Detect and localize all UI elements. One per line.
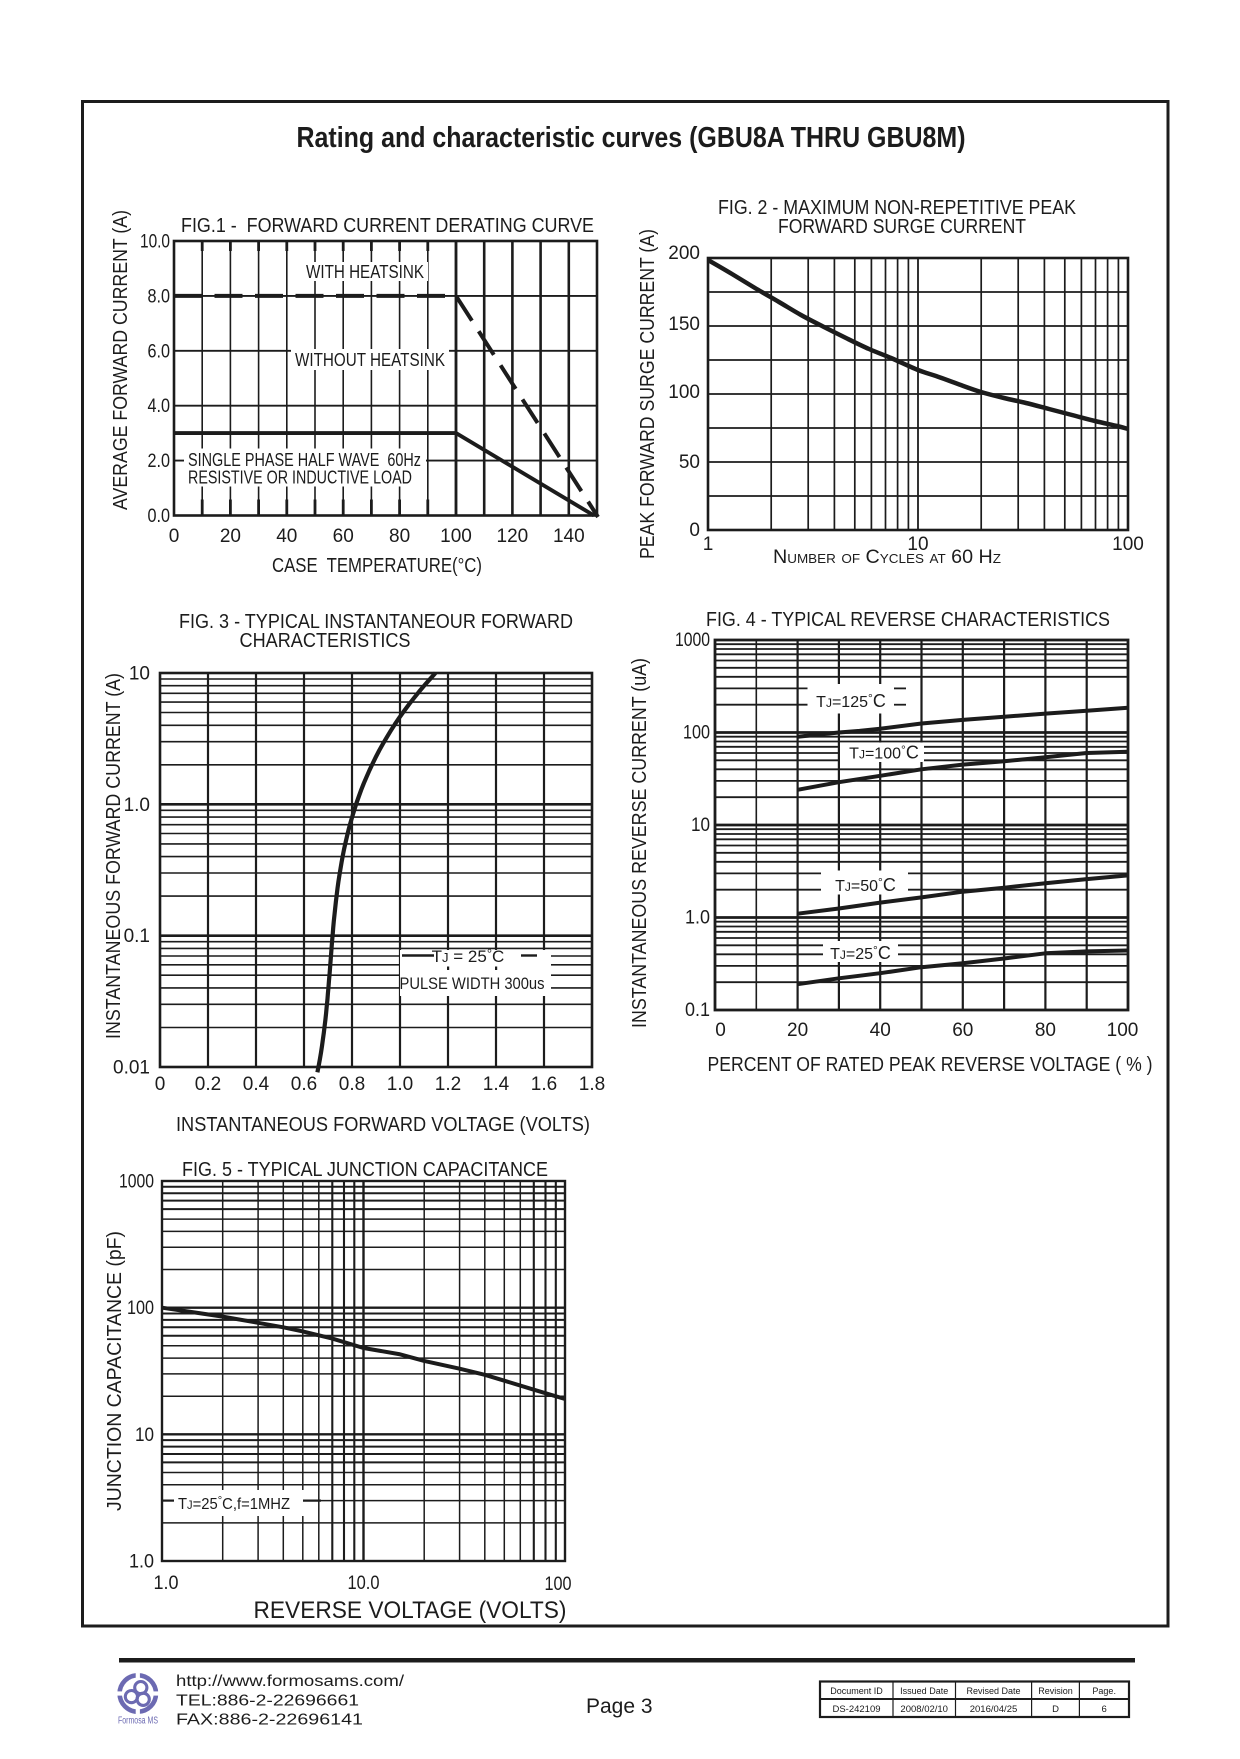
svg-text:1.0: 1.0 — [154, 1573, 179, 1594]
svg-text:2016/04/25: 2016/04/25 — [970, 1704, 1018, 1715]
svg-text:60: 60 — [952, 1020, 973, 1041]
svg-text:120: 120 — [497, 526, 529, 547]
svg-text:Issued Date: Issued Date — [900, 1686, 948, 1696]
svg-text:FIG.1 - FORWARD CURRENT DERAT: FIG.1 - FORWARD CURRENT DERATING CURVE — [181, 215, 594, 237]
svg-text:Document ID: Document ID — [830, 1686, 883, 1696]
svg-text:1.0: 1.0 — [129, 1552, 154, 1573]
svg-text:1.8: 1.8 — [579, 1074, 605, 1095]
svg-text:INSTANTANEOUS FORWARD CURRENT: INSTANTANEOUS FORWARD CURRENT (A) — [103, 673, 125, 1039]
svg-text:TEL:886-2-22696661: TEL:886-2-22696661 — [176, 1693, 359, 1710]
svg-text:AVERAGE FORWARD CURRENT (A): AVERAGE FORWARD CURRENT (A) — [110, 210, 132, 510]
svg-text:PULSE WIDTH 300us: PULSE WIDTH 300us — [400, 974, 545, 993]
svg-text:1.0: 1.0 — [685, 908, 710, 929]
svg-text:TJ = 25°C: TJ = 25°C — [432, 946, 505, 966]
svg-text:CHARACTERISTICS: CHARACTERISTICS — [240, 630, 411, 652]
svg-text:1.4: 1.4 — [483, 1074, 510, 1095]
svg-text:80: 80 — [1035, 1020, 1056, 1041]
svg-text:10: 10 — [691, 815, 710, 836]
svg-text:1: 1 — [703, 534, 714, 555]
svg-text:100: 100 — [440, 526, 472, 547]
svg-text:20: 20 — [220, 526, 241, 547]
svg-text:0.8: 0.8 — [339, 1074, 365, 1095]
svg-text:D: D — [1052, 1704, 1059, 1715]
svg-text:4.0: 4.0 — [148, 396, 171, 417]
svg-text:Rating and characteristic curv: Rating and characteristic curves (GBU8A … — [297, 122, 966, 154]
svg-text:Formosa MS: Formosa MS — [118, 1716, 158, 1727]
svg-text:100: 100 — [1107, 1020, 1139, 1041]
svg-text:FORWARD SURGE CURRENT: FORWARD SURGE CURRENT — [778, 216, 1026, 238]
svg-text:CASE TEMPERATURE(°C): CASE TEMPERATURE(°C) — [272, 555, 482, 577]
svg-text:0.4: 0.4 — [243, 1074, 270, 1095]
svg-text:6: 6 — [1102, 1704, 1107, 1715]
svg-text:40: 40 — [276, 526, 297, 547]
svg-text:WITHOUT HEATSINK: WITHOUT HEATSINK — [295, 350, 445, 370]
svg-text:INSTANTANEOUS FORWARD VOLTAGE: INSTANTANEOUS FORWARD VOLTAGE (VOLTS) — [176, 1114, 590, 1136]
svg-text:FIG. 2 - MAXIMUM NON-REPETITIV: FIG. 2 - MAXIMUM NON-REPETITIVE PEAK — [718, 197, 1077, 219]
svg-text:10: 10 — [135, 1425, 154, 1446]
svg-text:10: 10 — [907, 534, 928, 555]
svg-text:50: 50 — [679, 452, 700, 473]
svg-text:FIG. 3 - TYPICAL INSTANTANEOUR: FIG. 3 - TYPICAL INSTANTANEOUR FORWARD — [179, 611, 573, 633]
svg-text:Page.: Page. — [1092, 1686, 1116, 1696]
svg-text:RESISTIVE OR INDUCTIVE LOAD: RESISTIVE OR INDUCTIVE LOAD — [188, 468, 412, 488]
svg-text:6.0: 6.0 — [148, 341, 171, 362]
svg-text:20: 20 — [787, 1020, 808, 1041]
svg-text:PEAK FORWARD SURGE CURRENT (A): PEAK FORWARD SURGE CURRENT (A) — [637, 229, 659, 559]
svg-text:1.6: 1.6 — [531, 1074, 557, 1095]
svg-text:0.6: 0.6 — [291, 1074, 317, 1095]
svg-text:TJ=50°C: TJ=50°C — [835, 875, 896, 895]
svg-text:http://www.formosams.com/: http://www.formosams.com/ — [176, 1673, 405, 1690]
svg-text:SINGLE PHASE HALF WAVE 60Hz: SINGLE PHASE HALF WAVE 60Hz — [188, 450, 421, 470]
svg-text:10.0: 10.0 — [348, 1573, 380, 1594]
svg-text:100: 100 — [683, 723, 710, 744]
svg-text:140: 140 — [553, 526, 585, 547]
svg-text:REVERSE VOLTAGE (VOLTS): REVERSE VOLTAGE (VOLTS) — [254, 1597, 567, 1624]
svg-text:JUNCTION CAPACITANCE (pF): JUNCTION CAPACITANCE (pF) — [104, 1231, 126, 1511]
svg-text:TJ=100°C: TJ=100°C — [849, 743, 919, 763]
svg-text:1.0: 1.0 — [387, 1074, 413, 1095]
svg-text:8.0: 8.0 — [148, 286, 171, 307]
svg-text:TJ=25°C,f=1MHZ: TJ=25°C,f=1MHZ — [178, 1493, 290, 1513]
svg-text:0.01: 0.01 — [113, 1058, 150, 1079]
svg-text:Revised Date: Revised Date — [966, 1686, 1020, 1696]
svg-text:0.2: 0.2 — [195, 1074, 221, 1095]
svg-text:0.1: 0.1 — [124, 926, 150, 947]
svg-text:0.1: 0.1 — [685, 1000, 710, 1021]
svg-text:2.0: 2.0 — [148, 451, 171, 472]
svg-text:60: 60 — [333, 526, 354, 547]
svg-text:100: 100 — [668, 382, 700, 403]
svg-text:150: 150 — [668, 314, 700, 335]
svg-text:10: 10 — [129, 664, 150, 685]
svg-text:Page 3: Page 3 — [586, 1695, 653, 1718]
svg-text:1000: 1000 — [675, 630, 710, 651]
svg-text:0: 0 — [169, 526, 180, 547]
svg-text:1.0: 1.0 — [124, 795, 150, 816]
svg-text:1.2: 1.2 — [435, 1074, 461, 1095]
svg-text:Revision: Revision — [1038, 1686, 1073, 1696]
svg-text:TJ=25°C: TJ=25°C — [830, 943, 891, 963]
svg-text:100: 100 — [545, 1574, 572, 1595]
svg-text:PERCENT OF RATED PEAK REVERSE: PERCENT OF RATED PEAK REVERSE VOLTAGE ( … — [708, 1054, 1153, 1076]
svg-text:1000: 1000 — [119, 1172, 154, 1193]
svg-text:DS-242109: DS-242109 — [832, 1704, 880, 1715]
svg-text:200: 200 — [668, 243, 700, 264]
svg-text:FAX:886-2-22696141: FAX:886-2-22696141 — [176, 1712, 363, 1729]
svg-text:100: 100 — [1112, 534, 1144, 555]
svg-text:2008/02/10: 2008/02/10 — [900, 1704, 948, 1715]
svg-text:FIG. 4 - TYPICAL REVERSE CHARA: FIG. 4 - TYPICAL REVERSE CHARACTERISTICS — [706, 609, 1110, 631]
svg-text:0.0: 0.0 — [148, 506, 171, 527]
svg-text:Number of Cycles at 60 Hz: Number of Cycles at 60 Hz — [773, 547, 1001, 568]
svg-text:0: 0 — [689, 520, 700, 541]
svg-text:FIG. 5 - TYPICAL JUNCTION CAPA: FIG. 5 - TYPICAL JUNCTION CAPACITANCE — [182, 1159, 548, 1181]
svg-text:INSTANTANEOUS REVERSE CURRENT: INSTANTANEOUS REVERSE CURRENT (uA) — [629, 658, 651, 1028]
svg-text:100: 100 — [127, 1298, 154, 1319]
svg-text:40: 40 — [870, 1020, 891, 1041]
svg-text:80: 80 — [389, 526, 410, 547]
svg-text:0: 0 — [715, 1020, 726, 1041]
svg-text:WITH HEATSINK: WITH HEATSINK — [306, 262, 424, 282]
svg-text:10.0: 10.0 — [140, 232, 170, 253]
svg-text:0: 0 — [155, 1074, 166, 1095]
